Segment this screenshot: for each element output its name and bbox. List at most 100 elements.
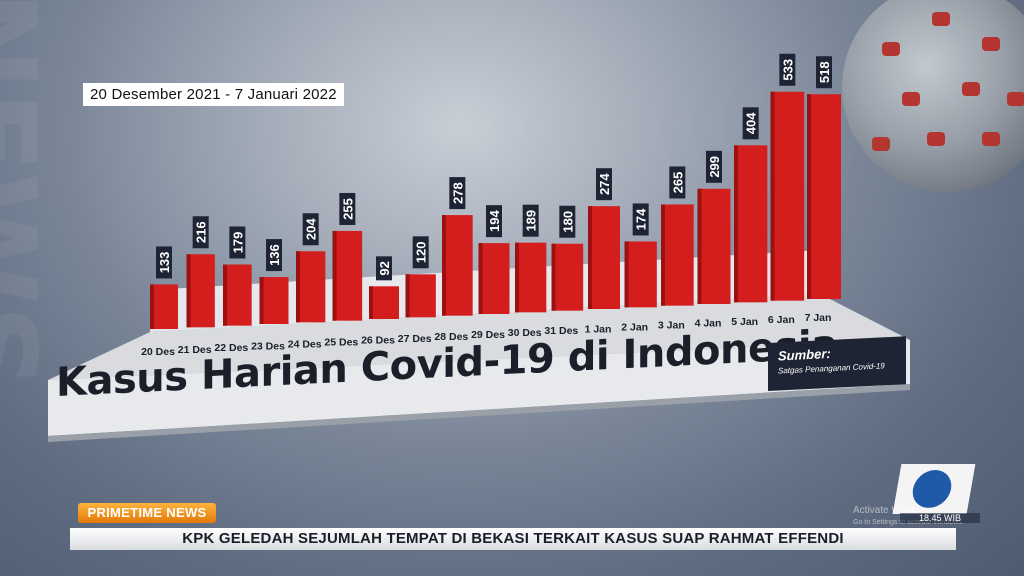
- bar-4: [296, 251, 326, 323]
- value-label-bg-4: [302, 213, 319, 246]
- bar-12: [588, 206, 620, 309]
- chart-platform-front: [48, 340, 910, 436]
- category-label-18: 7 Jan: [805, 312, 832, 324]
- category-label-7: 27 Des: [398, 333, 432, 345]
- value-label-bg-5: [339, 192, 356, 225]
- bar-1: [186, 254, 215, 328]
- value-label-bg-14: [669, 166, 686, 199]
- value-label-text-13: 174: [634, 208, 649, 230]
- value-label-8: 278: [449, 177, 466, 210]
- category-label-1: 21 Des: [178, 344, 212, 356]
- value-label-bg-10: [522, 204, 539, 237]
- value-label-text-2: 179: [230, 232, 245, 254]
- value-label-4: 204: [302, 213, 319, 246]
- bar-3: [259, 277, 289, 324]
- watermark-line1: Activate Windows: [853, 505, 932, 516]
- value-label-bg-3: [266, 239, 282, 272]
- category-label-0: 20 Des: [141, 346, 175, 358]
- chart-platform-top: [48, 294, 910, 380]
- value-label-text-16: 404: [744, 112, 759, 134]
- category-label-16: 5 Jan: [731, 316, 758, 328]
- value-label-16: 404: [742, 107, 759, 140]
- bar-edge-15: [697, 188, 702, 304]
- bar-10: [515, 242, 547, 313]
- value-label-bg-2: [229, 226, 246, 259]
- value-label-0: 133: [156, 246, 172, 279]
- value-label-9: 194: [486, 205, 502, 238]
- source-label: Sumber:: [778, 345, 831, 364]
- value-label-5: 255: [339, 192, 356, 225]
- bar-edge-7: [405, 274, 410, 318]
- bar-edge-14: [661, 204, 665, 306]
- value-label-text-8: 278: [450, 182, 465, 204]
- value-label-text-15: 299: [707, 156, 722, 178]
- eagle-icon: [909, 470, 955, 508]
- category-label-15: 4 Jan: [695, 318, 722, 330]
- bar-9: [478, 243, 510, 314]
- value-label-text-18: 518: [817, 61, 832, 83]
- value-label-2: 179: [229, 226, 246, 259]
- bar-edge-6: [369, 286, 373, 319]
- value-label-bg-11: [559, 205, 576, 238]
- bar-edge-10: [515, 242, 519, 313]
- bar-14: [661, 204, 694, 306]
- category-label-17: 6 Jan: [768, 314, 795, 326]
- bar-edge-18: [807, 94, 811, 300]
- bar-8: [442, 215, 473, 316]
- value-label-3: 136: [266, 239, 282, 272]
- bar-17: [770, 91, 805, 301]
- value-label-text-17: 533: [780, 59, 795, 81]
- value-label-text-5: 255: [340, 198, 355, 220]
- category-label-12: 1 Jan: [585, 323, 612, 335]
- value-label-12: 274: [596, 168, 612, 201]
- value-label-bg-12: [596, 168, 612, 201]
- bar-edge-16: [734, 145, 738, 303]
- bar-16: [734, 145, 768, 303]
- category-label-14: 3 Jan: [658, 320, 685, 332]
- category-label-10: 30 Des: [508, 327, 542, 339]
- source-box: Sumber: Satgas Penanganan Covid-19: [768, 336, 906, 391]
- bar-edge-17: [770, 91, 775, 301]
- bar-0: [150, 284, 178, 329]
- value-label-bg-1: [192, 216, 209, 249]
- value-label-bg-8: [449, 177, 466, 210]
- program-badge: PRIMETIME NEWS: [78, 503, 216, 523]
- value-label-text-12: 274: [597, 173, 612, 195]
- value-label-bg-9: [486, 205, 502, 238]
- bar-edge-0: [150, 284, 154, 329]
- category-label-4: 24 Des: [288, 338, 322, 350]
- value-label-1: 216: [192, 216, 209, 249]
- clock: 18.45 WIB: [900, 513, 980, 523]
- value-label-bg-0: [156, 246, 172, 279]
- value-label-text-6: 92: [377, 261, 392, 275]
- value-label-10: 189: [522, 204, 539, 237]
- virus-illustration: [842, 0, 1024, 192]
- category-label-6: 26 Des: [361, 335, 395, 347]
- news-ticker: KPK GELEDAH SEJUMLAH TEMPAT DI BEKASI TE…: [70, 528, 956, 550]
- category-label-9: 29 Des: [471, 329, 505, 341]
- value-label-6: 92: [376, 256, 392, 281]
- category-label-2: 22 Des: [214, 342, 248, 354]
- bar-13: [624, 241, 657, 308]
- bar-edge-13: [624, 241, 629, 308]
- value-label-7: 120: [412, 236, 429, 269]
- value-label-18: 518: [816, 56, 832, 89]
- bar-edge-4: [296, 251, 300, 323]
- source-text: Satgas Penanganan Covid-19: [778, 361, 885, 376]
- category-label-3: 23 Des: [251, 340, 285, 352]
- bar-edge-3: [259, 277, 264, 324]
- value-label-text-3: 136: [267, 244, 282, 266]
- value-label-bg-13: [632, 203, 649, 236]
- bar-15: [697, 188, 731, 304]
- value-label-bg-6: [376, 256, 392, 281]
- value-label-text-10: 189: [524, 210, 539, 232]
- value-label-text-7: 120: [414, 241, 429, 263]
- category-label-5: 25 Des: [324, 337, 358, 349]
- bar-2: [223, 264, 252, 326]
- chart-platform-shadow: [48, 384, 910, 442]
- value-label-bg-15: [706, 150, 722, 183]
- category-label-13: 2 Jan: [621, 321, 648, 333]
- value-label-bg-17: [779, 53, 796, 86]
- value-label-text-14: 265: [670, 172, 685, 194]
